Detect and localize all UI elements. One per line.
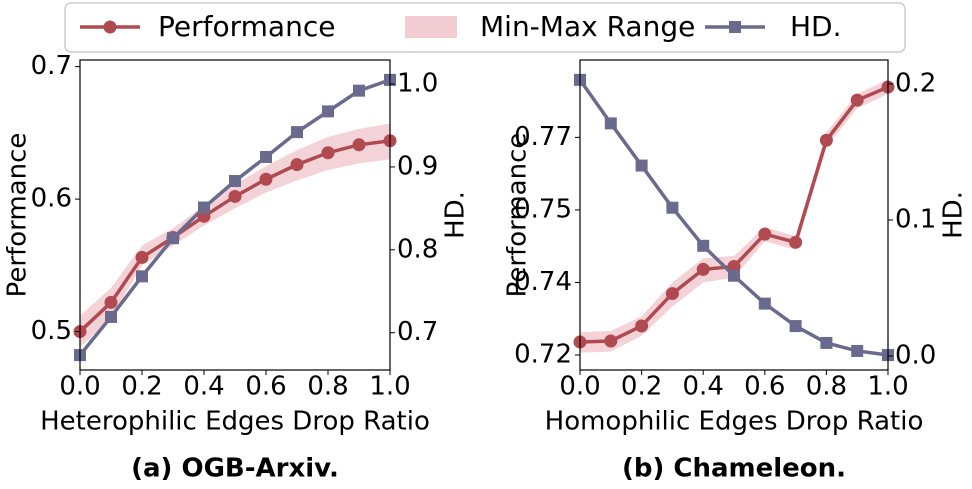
y2-tick-label: 0.7 [397, 317, 438, 347]
marker [696, 262, 710, 276]
marker [789, 320, 802, 333]
series-line [78, 139, 391, 333]
marker [851, 344, 864, 357]
x-tick-label: 0.0 [59, 372, 100, 402]
x-tick-label: 0.6 [744, 372, 785, 402]
marker [820, 336, 833, 349]
marker [105, 310, 117, 323]
y2-axis-label: HD. [939, 191, 969, 239]
marker [290, 158, 304, 172]
marker [635, 159, 648, 172]
legend-label: Performance [158, 10, 335, 43]
x-tick-label: 0.2 [621, 372, 662, 402]
y-tick-label: 0.75 [514, 194, 572, 224]
y2-tick-label: 0.9 [397, 151, 438, 181]
marker [259, 172, 273, 186]
marker [321, 146, 335, 160]
marker [604, 117, 617, 130]
marker [352, 138, 366, 152]
min-max-band [80, 123, 390, 348]
plot-frame [579, 59, 889, 371]
y-axis-label: Performance [3, 133, 33, 298]
y2-axis-label: HD. [441, 191, 471, 239]
y-tick-label: 0.77 [514, 122, 572, 152]
marker [198, 201, 210, 214]
marker [167, 232, 179, 245]
y-axis-label: Performance [503, 133, 533, 298]
legend-marker [729, 21, 741, 33]
marker [135, 250, 149, 264]
marker [104, 295, 118, 309]
marker [789, 235, 803, 249]
y2-tick-label: 0.8 [397, 234, 438, 264]
y-tick-label: 0.5 [31, 316, 72, 346]
y2-tick-label: 0.1 [895, 204, 936, 234]
marker [322, 105, 334, 118]
x-tick-label: 0.8 [806, 372, 847, 402]
marker [291, 126, 303, 139]
marker [819, 133, 833, 147]
y-tick-label: 0.7 [31, 51, 72, 81]
marker [353, 84, 365, 97]
marker [604, 334, 618, 348]
x-tick-label: 0.4 [683, 372, 724, 402]
marker [697, 239, 710, 252]
y2-tick-label: 1.0 [397, 69, 438, 99]
x-tick-label: 1.0 [867, 372, 908, 402]
marker [635, 319, 649, 333]
marker [728, 269, 740, 282]
y-tick-label: 0.6 [31, 184, 72, 214]
x-tick-label: 1.0 [369, 372, 410, 402]
subplot-caption: (a) OGB-Arxiv. [131, 454, 339, 484]
legend-label: HD. [790, 10, 842, 43]
marker [136, 270, 148, 283]
marker [758, 227, 772, 241]
y2-tick-label: 0.0 [895, 340, 936, 370]
x-tick-label: 0.2 [121, 372, 162, 402]
plot-frame [79, 59, 391, 371]
marker [850, 93, 864, 107]
legend-box [64, 2, 906, 53]
subplot [78, 78, 391, 357]
marker [758, 297, 771, 310]
x-tick-label: 0.6 [245, 372, 286, 402]
x-axis-label: Homophilic Edges Drop Ratio [545, 407, 924, 437]
x-tick-label: 0.0 [559, 372, 600, 402]
series-line [78, 78, 391, 357]
marker [260, 150, 272, 163]
y2-tick-label: 0.2 [895, 68, 936, 98]
x-tick-label: 0.4 [183, 372, 224, 402]
marker [228, 189, 242, 203]
y-tick-label: 0.74 [514, 267, 572, 297]
marker [666, 201, 679, 214]
legend-swatch [405, 16, 457, 38]
legend-marker [103, 20, 117, 34]
y-tick-label: 0.72 [514, 340, 572, 370]
x-tick-label: 0.8 [307, 372, 348, 402]
legend-label: Min-Max Range [480, 10, 695, 43]
marker [229, 175, 241, 188]
min-max-band [580, 79, 888, 353]
marker [665, 287, 679, 301]
x-axis-label: Heterophilic Edges Drop Ratio [40, 407, 430, 437]
subplot [578, 78, 889, 357]
subplot-caption: (b) Chameleon. [622, 454, 846, 484]
